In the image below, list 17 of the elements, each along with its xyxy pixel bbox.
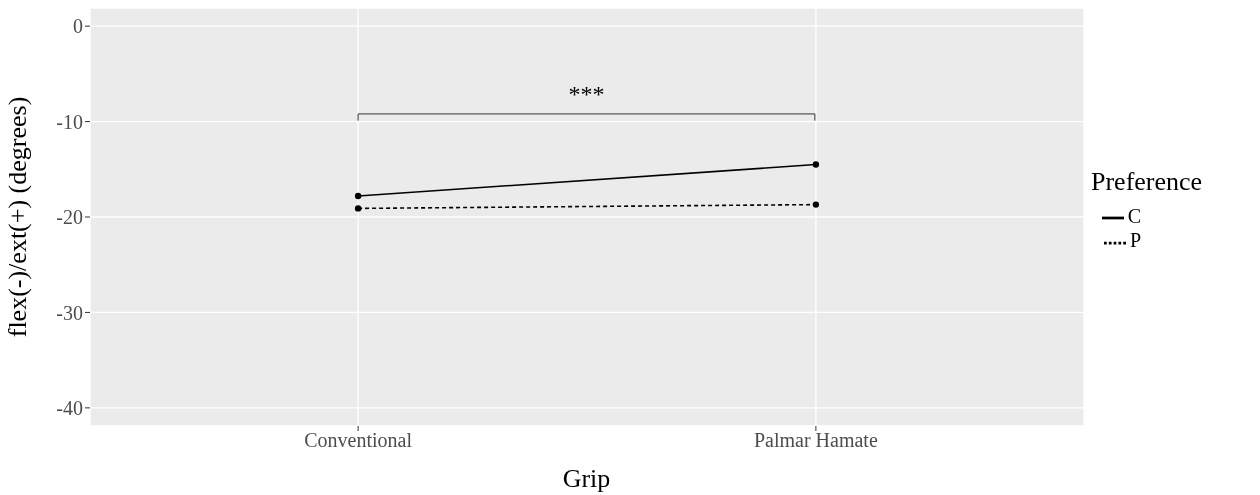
legend-title: Preference <box>1091 167 1203 197</box>
y-tick-label: -30 <box>56 301 83 324</box>
legend-label: C <box>1127 205 1141 227</box>
point <box>812 201 820 208</box>
y-tick-label: 0 <box>73 15 83 38</box>
y-axis-title: flex(-)/ext(+) (degrees) <box>3 96 32 338</box>
point <box>354 192 362 200</box>
point <box>812 161 820 168</box>
legend-label: P <box>1129 229 1141 252</box>
point <box>354 205 362 212</box>
x-axis-title: Grip <box>562 464 611 493</box>
x-tick-label: Palmar Hamate <box>753 429 878 452</box>
x-tick-label: Conventional <box>304 429 413 452</box>
annotation: *** <box>568 80 605 107</box>
y-tick-label: -20 <box>56 206 83 229</box>
y-tick-label: -40 <box>56 396 83 419</box>
y-tick-label: -10 <box>56 110 83 133</box>
